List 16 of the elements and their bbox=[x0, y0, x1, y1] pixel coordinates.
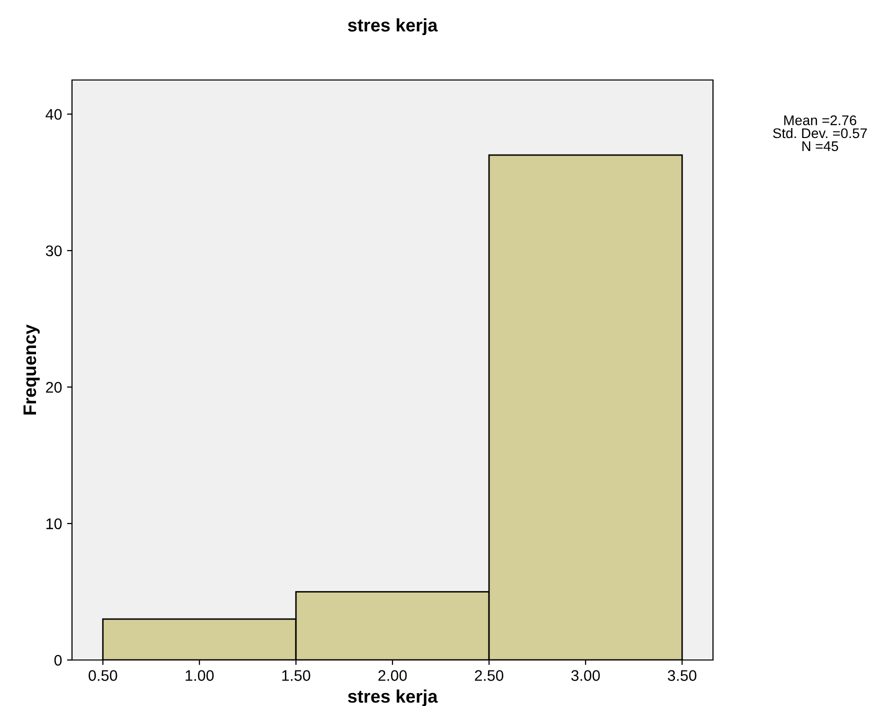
x-tick-label: 3.50 bbox=[668, 670, 696, 681]
x-tick-label: 2.50 bbox=[474, 670, 504, 681]
y-axis-title: Frequency bbox=[24, 324, 40, 414]
y-tick-label: 30 bbox=[46, 245, 62, 256]
y-tick-label: 20 bbox=[46, 382, 62, 393]
y-tick-label: 10 bbox=[46, 518, 62, 530]
x-tick-label: 3.00 bbox=[571, 670, 600, 681]
x-tick-label: 0.50 bbox=[88, 670, 118, 681]
x-axis-title: stres kerja bbox=[348, 690, 438, 706]
y-tick-label: 0 bbox=[54, 654, 62, 666]
x-tick-label: 1.00 bbox=[186, 670, 214, 681]
x-tick-label: 2.00 bbox=[378, 670, 407, 681]
text: Mean =2.76 Std. Dev. =0.57 N =45 bbox=[773, 115, 867, 152]
chart-title: stres kerja bbox=[348, 18, 438, 36]
y-tick-label: 40 bbox=[46, 108, 62, 120]
x-tick-label: 1.50 bbox=[282, 670, 310, 681]
